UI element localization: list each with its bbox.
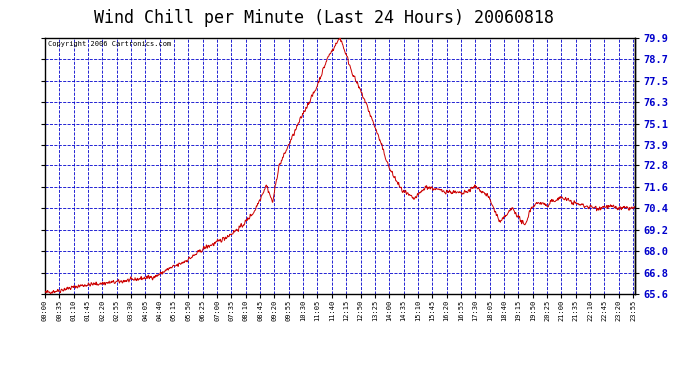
Text: Copyright 2006 Cartronics.com: Copyright 2006 Cartronics.com	[48, 41, 171, 47]
Text: Wind Chill per Minute (Last 24 Hours) 20060818: Wind Chill per Minute (Last 24 Hours) 20…	[95, 9, 554, 27]
